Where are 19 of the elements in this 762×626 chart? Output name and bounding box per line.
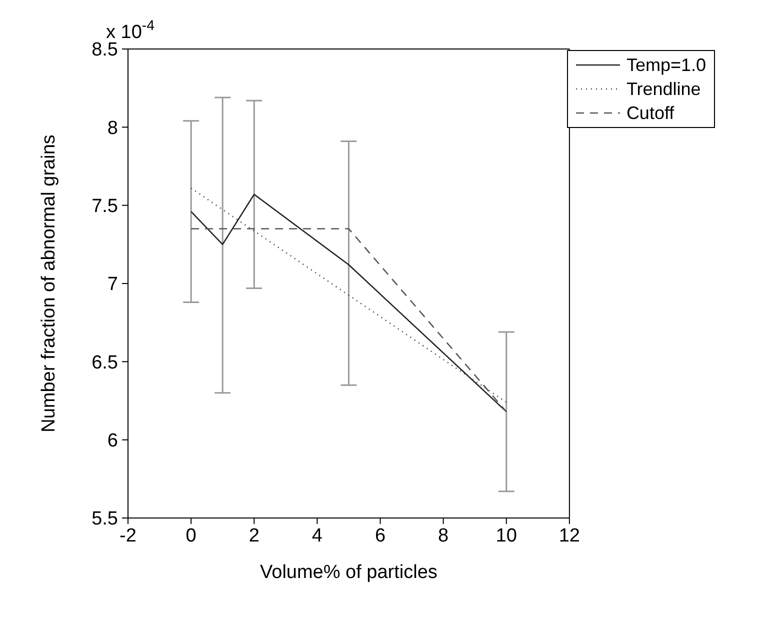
x-tick-label: 2 [248,525,260,546]
x-tick-label: 8 [438,525,449,546]
y-tick-label: 5.5 [92,508,118,530]
x-tick-label: 0 [186,525,196,546]
legend-label: Trendline [626,78,701,101]
x-axis-title: Volume% of particles [260,562,438,583]
y-tick-label: 8 [107,118,118,139]
x-tick-label: -2 [120,525,136,546]
legend-label: Temp=1.0 [626,54,706,77]
legend-label: Cutoff [626,102,674,125]
y-tick-label: 6 [107,430,118,452]
x-tick-label: 10 [496,525,517,546]
y-tick-label: 7 [107,274,118,296]
x-tick-label: 6 [374,525,386,546]
y-tick-label: 6.5 [92,352,118,374]
y-tick-label: 7.5 [92,196,118,218]
y-axis-title: Number fraction of abnormal grains [38,134,60,432]
x-tick-label: 4 [312,525,323,546]
x-tick-label: 12 [558,525,580,546]
